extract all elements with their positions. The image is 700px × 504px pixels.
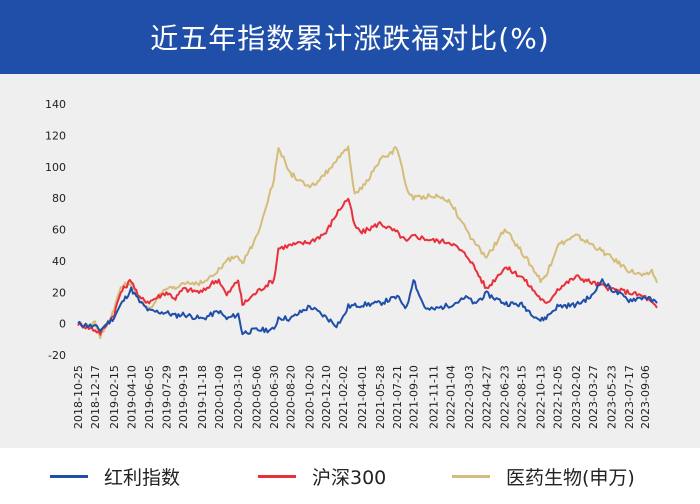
plot-area	[0, 74, 700, 448]
legend-label: 沪深300	[312, 467, 387, 489]
x-tick-label: 2022-01-04	[444, 365, 457, 429]
x-tick-label: 2020-01-09	[213, 365, 226, 429]
x-tick-label: 2022-03-03	[463, 365, 476, 429]
y-tick-label: 0	[59, 318, 66, 331]
legend-swatch	[258, 475, 296, 478]
x-tick-label: 2020-12-10	[320, 365, 333, 429]
legend-label: 红利指数	[104, 467, 181, 489]
y-tick-label: 120	[45, 129, 66, 142]
x-tick-label: 2020-06-30	[268, 365, 281, 429]
x-tick-label: 2023-09-06	[639, 365, 652, 429]
x-tick-label: 2019-07-29	[160, 365, 173, 429]
y-tick-label: 40	[52, 255, 66, 268]
x-tick-label: 2021-02-02	[337, 365, 350, 429]
y-tick-label: 60	[52, 224, 66, 237]
y-axis: -20 0 20 40 60 80 100 120 140	[45, 98, 66, 362]
legend: 红利指数 沪深300 医药生物(申万)	[0, 448, 700, 504]
x-tick-label: 2018-12-17	[89, 365, 102, 429]
x-tick-label: 2019-02-15	[108, 365, 121, 429]
chart-title: 近五年指数累计涨跌福对比(%)	[0, 0, 700, 74]
line-chart: -20 0 20 40 60 80 100 120 140 2018-10-25 2018-12-…	[45, 98, 658, 429]
x-tick-label: 2021-04-01	[356, 365, 369, 429]
x-tick-label: 2022-04-27	[481, 365, 494, 429]
x-tick-label: 2019-11-18	[196, 365, 209, 429]
x-tick-label: 2022-10-13	[534, 365, 547, 429]
series-lines	[77, 145, 658, 340]
y-tick-label: 80	[52, 192, 66, 205]
x-tick-label: 2021-11-11	[427, 365, 440, 429]
y-tick-label: -20	[48, 349, 66, 362]
x-axis: 2018-10-25 2018-12-17 2019-02-15 2019-04-10…	[72, 365, 652, 429]
x-tick-label: 2020-08-20	[284, 365, 297, 429]
legend-item-pharma: 医药生物(申万)	[452, 463, 635, 490]
x-tick-label: 2022-06-23	[499, 365, 512, 429]
x-tick-label: 2019-06-05	[143, 365, 156, 429]
series-line-1	[77, 197, 658, 336]
legend-item-hongli: 红利指数	[50, 463, 180, 490]
x-tick-label: 2022-08-15	[516, 365, 529, 429]
x-tick-label: 2021-07-21	[391, 365, 404, 429]
x-tick-label: 2020-03-10	[232, 365, 245, 429]
x-tick-label: 2021-09-10	[407, 365, 420, 429]
legend-swatch	[452, 475, 490, 478]
x-tick-label: 2023-05-23	[605, 365, 618, 429]
legend-item-hs300: 沪深300	[258, 463, 386, 490]
x-tick-label: 2019-04-10	[125, 365, 138, 429]
x-tick-label: 2023-03-27	[587, 365, 600, 429]
y-tick-label: 100	[45, 161, 66, 174]
series-line-0	[77, 278, 658, 336]
x-tick-label: 2019-09-19	[177, 365, 190, 429]
x-tick-label: 2021-05-28	[374, 365, 387, 429]
x-tick-label: 2020-05-06	[250, 365, 263, 429]
x-tick-label: 2022-12-05	[551, 365, 564, 429]
x-tick-label: 2020-10-20	[304, 365, 317, 429]
x-tick-label: 2023-07-17	[623, 365, 636, 429]
y-tick-label: 20	[52, 286, 66, 299]
legend-label: 医药生物(申万)	[506, 467, 635, 489]
y-tick-label: 140	[45, 98, 66, 111]
x-tick-label: 2023-02-02	[570, 365, 583, 429]
series-line-2	[77, 145, 658, 340]
legend-swatch	[50, 475, 88, 478]
x-tick-label: 2018-10-25	[72, 365, 85, 429]
